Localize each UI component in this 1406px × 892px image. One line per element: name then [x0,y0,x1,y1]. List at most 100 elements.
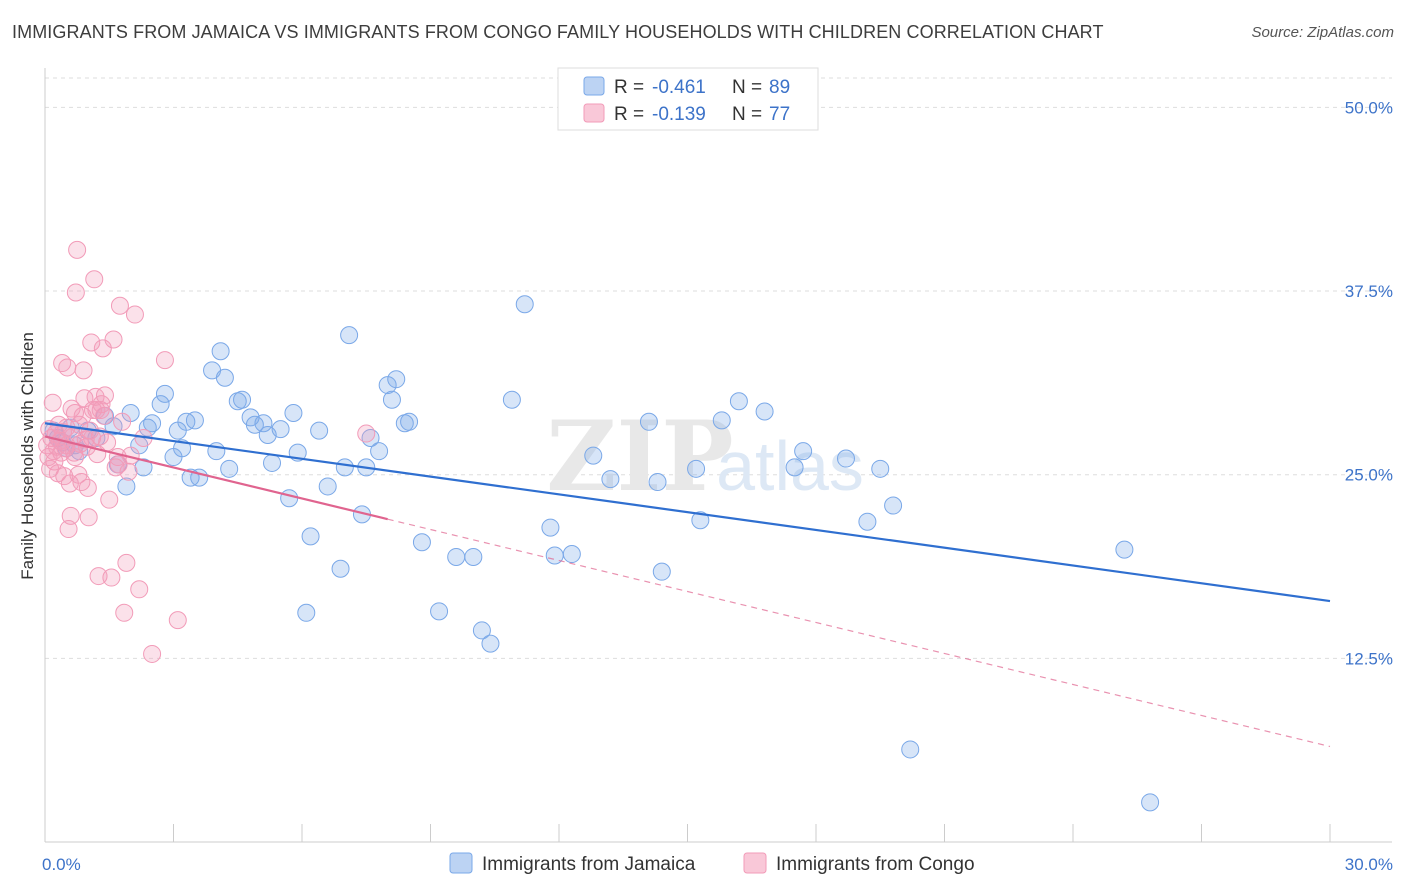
jamaica-point-10 [104,417,123,436]
congo-point-50 [91,401,110,420]
bottom-legend-congo: Immigrants from Congo [776,854,975,875]
legend-r-value-jamaica: -0.461 [652,77,706,98]
jamaica-point-87 [1115,540,1134,559]
jamaica-point-73 [648,473,667,492]
congo-point-48 [89,567,108,586]
jamaica-point-85 [884,496,903,515]
chart-title: IMMIGRANTS FROM JAMAICA VS IMMIGRANTS FR… [12,22,1104,42]
jamaica-point-75 [687,459,706,478]
jamaica-point-60 [430,602,449,621]
jamaica-point-30 [215,368,234,387]
jamaica-point-15 [134,458,153,477]
trend-line-solid-1 [44,435,388,521]
jamaica-point-64 [481,634,500,653]
jamaica-point-25 [185,411,204,430]
congo-point-53 [95,406,114,425]
congo-point-72 [155,351,174,370]
jamaica-point-83 [858,512,877,531]
jamaica-point-56 [387,370,406,389]
congo-point-63 [113,412,132,431]
congo-point-34 [74,361,93,380]
congo-point-38 [78,478,97,497]
congo-point-58 [104,330,123,349]
tick-labels: 12.5% 25.0% 37.5% 50.0% 0.0% 30.0% [42,98,1393,874]
jamaica-point-17 [143,414,162,433]
congo-point-19 [58,358,77,377]
congo-point-64 [115,603,134,622]
jamaica-point-59 [412,533,431,552]
y-tick-label-1: 25.0% [1345,466,1393,485]
congo-point-52 [93,339,112,358]
jamaica-point-63 [472,621,491,640]
congo-point-5 [43,393,62,412]
jamaica-point-40 [280,489,299,508]
jamaica-point-18 [151,395,170,414]
jamaica-point-22 [173,439,192,458]
jamaica-point-76 [691,511,710,530]
legend-r-label-congo: R = [614,104,644,125]
jamaica-point-33 [233,390,252,409]
jamaica-point-19 [155,384,174,403]
jamaica-point-29 [211,342,230,361]
congo-point-27 [66,283,85,302]
jamaica-point-53 [370,442,389,461]
jamaica-point-80 [785,458,804,477]
congo-point-71 [143,644,162,663]
congo-point-39 [79,508,98,527]
jamaica-point-12 [117,477,136,496]
jamaica-point-46 [318,477,337,496]
congo-point-65 [117,553,136,572]
jamaica-point-70 [584,446,603,465]
jamaica-point-47 [331,559,350,578]
watermark-zip: ZIP [546,400,733,513]
x-tick-label-1: 30.0% [1345,855,1393,874]
legend-n-label-congo: N = [732,104,762,125]
grid-lines [45,77,1392,659]
jamaica-point-36 [254,414,273,433]
congo-point-55 [98,433,117,452]
jamaica-point-77 [712,411,731,430]
congo-point-69 [130,580,149,599]
legend-n-value-jamaica: 89 [769,77,790,98]
jamaica-point-44 [301,527,320,546]
y-tick-label-3: 50.0% [1345,98,1393,117]
legend-n-value-congo: 77 [769,104,790,125]
x-tick-label-0: 0.0% [42,855,81,874]
congo-point-68 [125,305,144,324]
jamaica-point-69 [562,545,581,564]
trend-lines [44,422,1331,748]
legend-n-label-jamaica: N = [732,77,762,98]
bottom-legend-swatch-jamaica [449,852,473,874]
jamaica-point-58 [400,412,419,431]
congo-point-56 [100,490,119,509]
jamaica-point-67 [541,518,560,537]
jamaica-point-72 [639,412,658,431]
congo-point-66 [119,462,138,481]
congo-point-36 [76,430,95,449]
congo-point-22 [61,506,80,525]
bottom-legend-jamaica: Immigrants from Jamaica [482,854,696,875]
source-label: Source: ZipAtlas.com [1251,24,1394,41]
jamaica-point-45 [310,421,329,440]
y-tick-label-2: 37.5% [1345,282,1393,301]
trend-line-solid-0 [44,422,1331,603]
y-tick-label-0: 12.5% [1345,649,1393,668]
legend-swatch-congo [583,103,605,123]
series-jamaica-points [44,295,1160,812]
congo-point-73 [168,611,187,630]
series-congo-points [38,240,376,663]
jamaica-point-31 [220,459,239,478]
jamaica-point-41 [284,403,303,422]
jamaica-point-84 [871,459,890,478]
axes [44,68,1392,843]
jamaica-point-43 [297,603,316,622]
legend-r-value-congo: -0.139 [652,104,706,125]
jamaica-point-38 [263,453,282,472]
congo-point-45 [86,387,105,406]
bottom-legend: Immigrants from Jamaica Immigrants from … [449,852,975,875]
top-legend: R = -0.461 N = 89 R = -0.139 N = 77 [557,67,819,131]
jamaica-point-55 [382,390,401,409]
jamaica-point-65 [502,390,521,409]
congo-point-44 [85,270,104,289]
congo-point-41 [82,333,101,352]
